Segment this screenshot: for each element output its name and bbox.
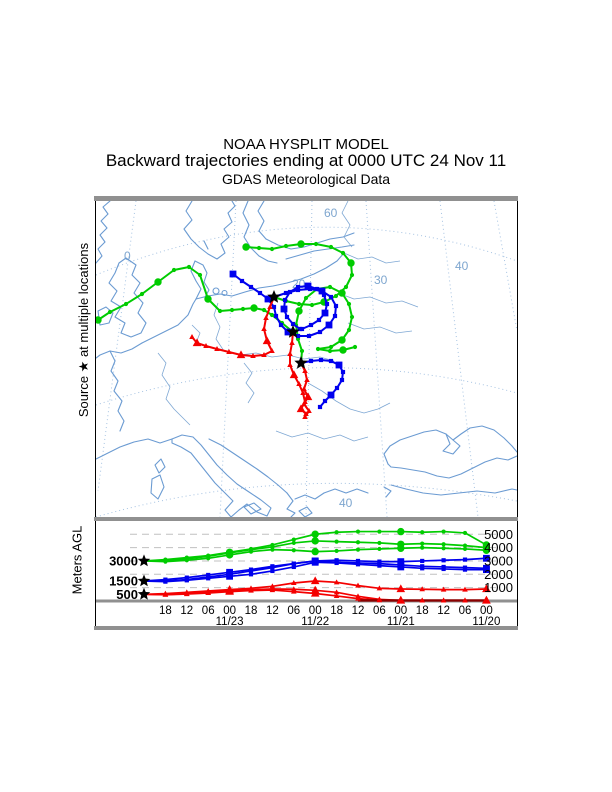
trajectory-green-1 xyxy=(96,264,294,333)
start-star-marker xyxy=(137,554,151,567)
start-height-label: 500 xyxy=(116,587,138,602)
time-tick-label: 06 xyxy=(459,605,472,617)
trajectory-map-panel: 0 60 20 30 40 40 xyxy=(95,201,518,517)
height-profile-panel: 3000 1500 500 5000 4000 3000 2000 1000 18 12 06 00 1… xyxy=(95,521,518,626)
met-data-subtitle: GDAS Meteorological Data xyxy=(221,171,391,187)
time-tick-labels: 18 12 06 00 18 12 06 00 18 12 06 00 18 12 06 00 xyxy=(159,605,493,617)
right-axis-label: 5000 xyxy=(484,527,513,542)
right-axis-label: 4000 xyxy=(484,540,513,555)
time-tick-label: 18 xyxy=(416,605,429,617)
time-tick-label: 06 xyxy=(287,605,300,617)
date-labels: 11/23 11/22 11/21 11/20 xyxy=(216,616,501,626)
graticule-label: 40 xyxy=(339,496,353,510)
time-tick-label: 18 xyxy=(330,605,343,617)
time-tick-label: 18 xyxy=(245,605,258,617)
bottom-separator-bar xyxy=(94,626,518,630)
time-tick-label: 00 xyxy=(480,605,493,617)
date-label: 11/23 xyxy=(216,616,244,626)
graticule-label: 40 xyxy=(455,259,469,273)
trajectory-green-2 xyxy=(242,240,355,308)
time-tick-label: 12 xyxy=(266,605,279,617)
trajectory-blue-6 xyxy=(300,357,346,410)
model-title: NOAA HYSPLIT MODEL xyxy=(223,136,389,153)
trajectory-title: Backward trajectories ending at 0000 UTC… xyxy=(105,151,507,170)
source-locations-label: Source ★ at multiple locations xyxy=(76,242,91,418)
source-star-marker xyxy=(267,290,281,303)
time-tick-label: 06 xyxy=(202,605,215,617)
date-label: 11/22 xyxy=(301,616,329,626)
date-label: 11/21 xyxy=(387,616,415,626)
profile-markers xyxy=(162,527,491,604)
coastlines xyxy=(96,201,517,517)
trajectory-blue-5 xyxy=(280,282,330,333)
trajectory-red-7 xyxy=(189,296,275,359)
right-axis-label: 3000 xyxy=(484,553,513,568)
country-borders xyxy=(157,201,419,442)
trajectory-blue-4 xyxy=(229,270,339,339)
date-label: 11/20 xyxy=(472,616,500,626)
time-tick-label: 06 xyxy=(373,605,386,617)
start-star-marker xyxy=(137,574,151,587)
time-tick-label: 00 xyxy=(394,605,407,617)
source-stars xyxy=(267,290,308,369)
start-height-label: 1500 xyxy=(109,573,138,588)
mid-separator-bar xyxy=(94,517,518,521)
start-height-label: 3000 xyxy=(109,553,138,568)
meters-agl-label: Meters AGL xyxy=(69,525,85,595)
source-star-marker xyxy=(286,325,300,338)
right-axis-label: 2000 xyxy=(484,567,513,582)
trajectory-red-9 xyxy=(300,362,313,420)
graticule xyxy=(96,201,517,517)
time-tick-label: 00 xyxy=(223,605,236,617)
time-tick-label: 12 xyxy=(352,605,365,617)
graticule-label: 0 xyxy=(124,249,131,263)
time-tick-label: 00 xyxy=(309,605,322,617)
time-tick-label: 18 xyxy=(159,605,172,617)
time-tick-label: 12 xyxy=(180,605,193,617)
graticule-label: 60 xyxy=(324,206,338,220)
source-star-marker xyxy=(294,356,308,369)
graticule-label: 30 xyxy=(374,273,388,287)
start-star-marker xyxy=(137,587,151,600)
right-axis-label: 1000 xyxy=(484,580,513,595)
trajectories xyxy=(96,240,358,420)
time-tick-label: 12 xyxy=(437,605,450,617)
top-separator-bar xyxy=(94,196,518,201)
